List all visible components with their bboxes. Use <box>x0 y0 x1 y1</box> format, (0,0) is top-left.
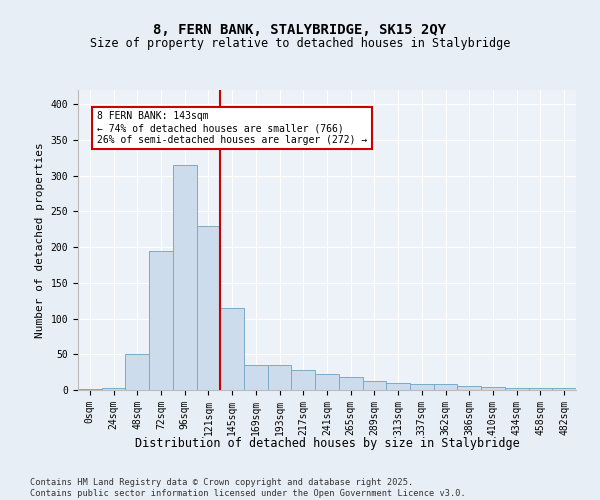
Text: Distribution of detached houses by size in Stalybridge: Distribution of detached houses by size … <box>134 438 520 450</box>
Bar <box>529 388 552 390</box>
Bar <box>197 226 220 390</box>
Text: Contains HM Land Registry data © Crown copyright and database right 2025.
Contai: Contains HM Land Registry data © Crown c… <box>30 478 466 498</box>
Bar <box>410 384 434 390</box>
Bar <box>220 308 244 390</box>
Bar <box>78 388 102 390</box>
Bar <box>315 374 339 390</box>
Bar <box>292 370 315 390</box>
Bar <box>173 165 197 390</box>
Bar <box>434 384 457 390</box>
Text: 8, FERN BANK, STALYBRIDGE, SK15 2QY: 8, FERN BANK, STALYBRIDGE, SK15 2QY <box>154 22 446 36</box>
Bar <box>149 250 173 390</box>
Bar <box>386 383 410 390</box>
Bar <box>268 365 292 390</box>
Bar <box>505 388 529 390</box>
Text: 8 FERN BANK: 143sqm
← 74% of detached houses are smaller (766)
26% of semi-detac: 8 FERN BANK: 143sqm ← 74% of detached ho… <box>97 112 367 144</box>
Text: Size of property relative to detached houses in Stalybridge: Size of property relative to detached ho… <box>90 38 510 51</box>
Bar <box>125 354 149 390</box>
Bar <box>481 387 505 390</box>
Bar <box>552 388 576 390</box>
Bar <box>102 388 125 390</box>
Bar <box>457 386 481 390</box>
Bar <box>244 365 268 390</box>
Y-axis label: Number of detached properties: Number of detached properties <box>35 142 45 338</box>
Bar <box>362 380 386 390</box>
Bar <box>339 377 362 390</box>
